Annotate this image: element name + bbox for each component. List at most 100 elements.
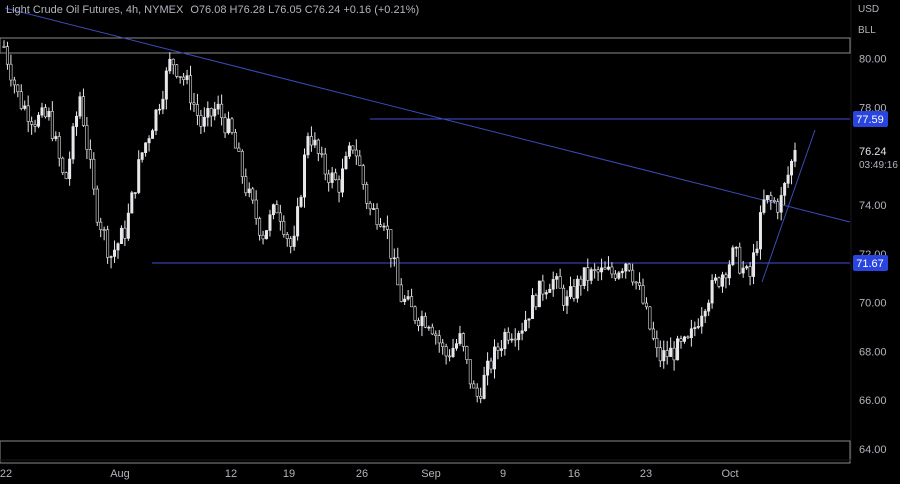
candle-body [631, 269, 635, 283]
unit-label[interactable]: BLL [858, 25, 876, 36]
candle-body [341, 168, 345, 193]
candle-body [113, 249, 117, 257]
candle-body [168, 58, 172, 72]
candles [2, 40, 797, 404]
candle-body [285, 234, 289, 239]
currency-label[interactable]: USD [858, 4, 880, 15]
candle-body [596, 269, 600, 273]
candle-body [389, 229, 393, 259]
candle-body [693, 327, 697, 330]
x-tick-label: 9 [500, 468, 506, 480]
price-axis: 80.0078.0074.0072.0070.0068.0066.0064.00… [850, 0, 898, 460]
candle-body [551, 279, 555, 290]
candle-body [714, 277, 718, 281]
support-zone [0, 440, 851, 464]
candle-body [237, 147, 241, 152]
candle-body [758, 212, 762, 250]
symbol-title[interactable]: Light Crude Oil Futures, 4h, NYMEX [6, 4, 184, 16]
candle-body [385, 225, 389, 230]
candle-body [185, 75, 189, 80]
candle-body [486, 360, 490, 376]
level-label-71-67-bg [853, 255, 888, 271]
candle-body [161, 98, 165, 110]
candle-body [392, 257, 396, 260]
candle-body [410, 296, 414, 308]
candle-body [164, 70, 168, 100]
level-label-71-67: 71.67 [856, 258, 884, 270]
candle-body [565, 296, 569, 306]
candle-body [271, 204, 275, 216]
candle-body [85, 125, 89, 150]
candle-body [61, 157, 65, 173]
candle-body [527, 318, 531, 321]
candle-body [648, 306, 652, 330]
candle-body [251, 188, 255, 201]
y-tick-label: 64.00 [859, 444, 887, 456]
candle-body [157, 108, 161, 111]
x-tick-label: Sep [421, 468, 441, 480]
candle-body [244, 176, 248, 194]
candle-body [154, 109, 158, 131]
candle-body [81, 96, 85, 126]
candle-body [306, 136, 310, 156]
y-tick-label: 74.00 [859, 200, 887, 212]
candle-body [752, 252, 756, 277]
resistance-zone [0, 37, 851, 54]
candle-body [707, 302, 711, 312]
candle-body [506, 331, 510, 341]
candle-body [375, 208, 379, 225]
candle-body [582, 267, 586, 286]
candle-body [610, 266, 614, 275]
candle-body [765, 195, 769, 201]
candle-body [548, 288, 552, 293]
candle-body [669, 347, 673, 357]
candle-body [147, 138, 151, 144]
candle-body [206, 108, 210, 118]
candle-body [30, 121, 34, 125]
candle-body [430, 326, 434, 335]
candle-body [783, 183, 787, 196]
candle-body [672, 347, 676, 361]
candle-body [213, 108, 217, 117]
candle-body [745, 266, 749, 269]
candle-body [755, 248, 759, 254]
candle-body [776, 201, 780, 213]
candle-body [130, 192, 134, 214]
candle-body [275, 204, 279, 214]
candle-body [479, 395, 483, 399]
candle-body [420, 316, 424, 327]
candle-body [541, 280, 545, 295]
candle-body [676, 338, 680, 361]
candle-body [448, 355, 452, 358]
candle-body [26, 105, 30, 122]
candle-body [441, 342, 445, 347]
candle-body [786, 174, 790, 184]
candle-body [634, 281, 638, 284]
candle-body [50, 110, 54, 139]
candle-body [334, 172, 338, 180]
y-tick-label: 66.00 [859, 395, 887, 407]
candle-body [603, 267, 607, 270]
candle-body [309, 136, 313, 146]
candle-body [738, 246, 742, 274]
candle-body [651, 328, 655, 339]
candle-body [724, 274, 728, 279]
candle-body [600, 267, 604, 273]
candle-body [109, 256, 113, 258]
candle-body [292, 235, 296, 247]
candle-body [772, 200, 776, 203]
candle-body [503, 331, 507, 349]
candle-body [265, 230, 269, 240]
candle-body [399, 284, 403, 302]
candle-body [330, 172, 334, 183]
candle-body [444, 346, 448, 357]
candle-body [116, 243, 120, 251]
candle-body [451, 347, 455, 357]
close-value: C76.24 [304, 4, 341, 16]
candle-body [320, 153, 324, 155]
x-tick-label: Oct [721, 468, 738, 480]
candle-body [731, 247, 735, 265]
current-price-label: 76.24 [859, 146, 887, 158]
candle-body [261, 234, 265, 240]
